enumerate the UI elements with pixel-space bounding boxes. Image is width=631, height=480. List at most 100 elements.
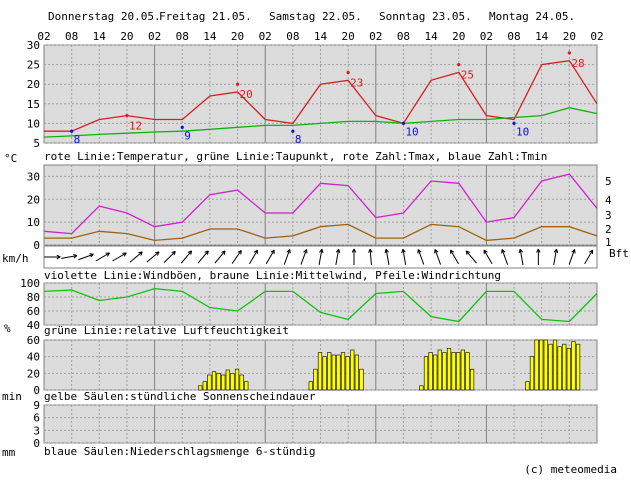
wind-arrow-shaft bbox=[180, 250, 192, 264]
hour-tick-label: 02 bbox=[148, 30, 161, 43]
wind-arrow-head bbox=[237, 250, 242, 255]
wind-arrow bbox=[384, 248, 390, 265]
day-label: Donnerstag 20.05. bbox=[48, 10, 161, 23]
wind-arrow bbox=[465, 250, 477, 264]
wind-arrow-head bbox=[501, 249, 506, 254]
wind-arrow-shaft bbox=[465, 250, 477, 264]
sunshine-bar bbox=[562, 343, 567, 391]
sunshine-bar bbox=[331, 354, 336, 391]
wind-arrow-shaft bbox=[450, 249, 459, 265]
wind-arrow-shaft bbox=[61, 255, 78, 259]
sunshine-bar bbox=[308, 381, 313, 391]
wind-arrow bbox=[368, 248, 373, 266]
sunshine-bar bbox=[234, 368, 240, 391]
wind-arrow-shaft bbox=[95, 252, 110, 262]
wind-ytick-label: 20 bbox=[27, 193, 40, 206]
temperature-ytick-label: 30 bbox=[27, 39, 40, 52]
sunshine-bar bbox=[469, 368, 475, 391]
sunshine-bar bbox=[230, 373, 235, 391]
wind-arrow-head bbox=[253, 249, 258, 255]
temperature-ytick-label: 15 bbox=[27, 98, 40, 111]
wind-arrow-head bbox=[187, 250, 193, 255]
hour-tick-label: 20 bbox=[342, 30, 355, 43]
humidity-ytick-label: 80 bbox=[27, 291, 40, 304]
tmin-label: 10 bbox=[516, 125, 529, 138]
tmax-marker bbox=[457, 63, 461, 67]
hour-tick-label: 20 bbox=[120, 30, 133, 43]
wind-arrow-head bbox=[319, 248, 324, 254]
hour-tick-label: 14 bbox=[535, 30, 549, 43]
wind-arrow bbox=[249, 249, 258, 265]
wind-arrow-head bbox=[401, 248, 406, 254]
tmin-marker bbox=[180, 125, 184, 129]
tmax-label: 12 bbox=[129, 120, 142, 133]
sunshine-bar bbox=[340, 352, 346, 391]
wind-arrow bbox=[584, 249, 594, 265]
sunshine-bar bbox=[350, 349, 355, 391]
wind-arrow bbox=[536, 248, 541, 265]
humidity-ytick-label: 100 bbox=[20, 277, 40, 290]
sunshine-bar bbox=[566, 348, 571, 391]
wind-arrow-shaft bbox=[417, 249, 425, 265]
wind-gust-line bbox=[43, 173, 598, 235]
tmin-marker bbox=[512, 121, 516, 125]
wind-arrow-shaft bbox=[553, 249, 557, 265]
sunshine-bar bbox=[207, 374, 212, 391]
temperature-ytick-label: 20 bbox=[27, 78, 40, 91]
wind-ytick-label: 30 bbox=[27, 170, 40, 183]
sunshine-bar bbox=[211, 371, 217, 391]
wind-arrow bbox=[335, 248, 341, 265]
temperature-ytick-label: 25 bbox=[27, 59, 40, 72]
wind-arrow-head bbox=[351, 248, 357, 253]
tmax-label: 20 bbox=[240, 88, 253, 101]
sunshine-bar bbox=[313, 368, 318, 391]
wind-arrow-shaft bbox=[519, 249, 524, 265]
wind-arrow-head bbox=[105, 252, 110, 257]
wind-arrow-head bbox=[204, 250, 209, 255]
wind-arrow bbox=[434, 249, 442, 265]
tmax-marker bbox=[235, 82, 240, 86]
tmin-marker bbox=[291, 129, 295, 133]
wind-arrow-head bbox=[588, 249, 594, 255]
bft-unit-label: Bft bbox=[609, 247, 629, 260]
temperature-unit-label: °C bbox=[4, 152, 17, 165]
sunshine-bar bbox=[433, 354, 438, 391]
sunshine-ytick-label: 20 bbox=[27, 367, 40, 380]
humidity-ytick-label: 60 bbox=[27, 305, 40, 318]
wind-arrow-shaft bbox=[112, 252, 127, 262]
credit-label: (c) meteomedia bbox=[524, 463, 617, 476]
tmin-marker bbox=[70, 129, 74, 133]
wind-arrow-head bbox=[221, 250, 226, 255]
sunshine-bar bbox=[525, 381, 530, 391]
sunshine-bar bbox=[548, 343, 553, 391]
bft-tick-label: 4 bbox=[605, 194, 612, 207]
wind-arrow-shaft bbox=[265, 249, 275, 265]
wind-arrow bbox=[78, 253, 94, 261]
wind-arrow bbox=[450, 249, 459, 265]
wind-arrow-shaft bbox=[584, 249, 594, 265]
humidity-unit-label: % bbox=[4, 322, 11, 335]
tmin-label: 10 bbox=[405, 125, 418, 138]
wind-arrow bbox=[265, 249, 275, 265]
wind-arrow-shaft bbox=[300, 249, 307, 265]
sunshine-bar bbox=[575, 343, 581, 391]
bft-tick-label: 2 bbox=[605, 223, 612, 236]
sunshine-bar bbox=[442, 352, 447, 391]
sunshine-caption: gelbe Säulen:stündliche Sonnenscheindaue… bbox=[44, 390, 316, 403]
wind-arrow bbox=[401, 248, 407, 265]
hour-tick-label: 20 bbox=[231, 30, 244, 43]
hour-tick-label: 14 bbox=[203, 30, 217, 43]
hour-tick-label: 08 bbox=[176, 30, 189, 43]
wind-arrow-head bbox=[171, 250, 176, 256]
hour-tick-label: 02 bbox=[480, 30, 493, 43]
tmax-marker bbox=[125, 113, 129, 118]
wind-arrow-shaft bbox=[231, 250, 242, 264]
sunshine-bar bbox=[529, 356, 535, 391]
sunshine-ytick-label: 60 bbox=[27, 334, 40, 347]
temperature-caption: rote Linie:Temperatur, grüne Linie:Taupu… bbox=[44, 150, 547, 163]
sunshine-bar bbox=[460, 349, 465, 391]
wind-arrow-shaft bbox=[163, 250, 176, 264]
sunshine-bar bbox=[327, 352, 332, 391]
sunshine-bar bbox=[419, 385, 424, 391]
